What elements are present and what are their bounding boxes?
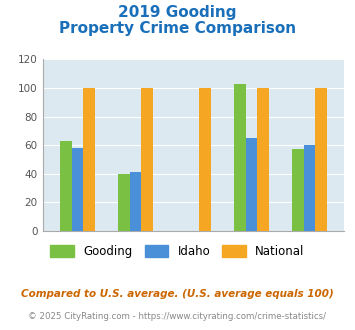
Bar [292, 149, 304, 231]
Bar [141, 88, 153, 231]
Bar [257, 88, 269, 231]
Text: 2019 Gooding: 2019 Gooding [118, 5, 237, 20]
Bar [60, 141, 72, 231]
Bar [246, 138, 257, 231]
Bar [130, 172, 141, 231]
Bar [199, 88, 211, 231]
Bar [315, 88, 327, 231]
Text: Compared to U.S. average. (U.S. average equals 100): Compared to U.S. average. (U.S. average … [21, 289, 334, 299]
Bar [234, 84, 246, 231]
Bar [72, 148, 83, 231]
Legend: Gooding, Idaho, National: Gooding, Idaho, National [46, 241, 309, 263]
Bar [83, 88, 95, 231]
Bar [304, 145, 315, 231]
Bar [118, 174, 130, 231]
Text: © 2025 CityRating.com - https://www.cityrating.com/crime-statistics/: © 2025 CityRating.com - https://www.city… [28, 312, 327, 321]
Text: Property Crime Comparison: Property Crime Comparison [59, 21, 296, 36]
